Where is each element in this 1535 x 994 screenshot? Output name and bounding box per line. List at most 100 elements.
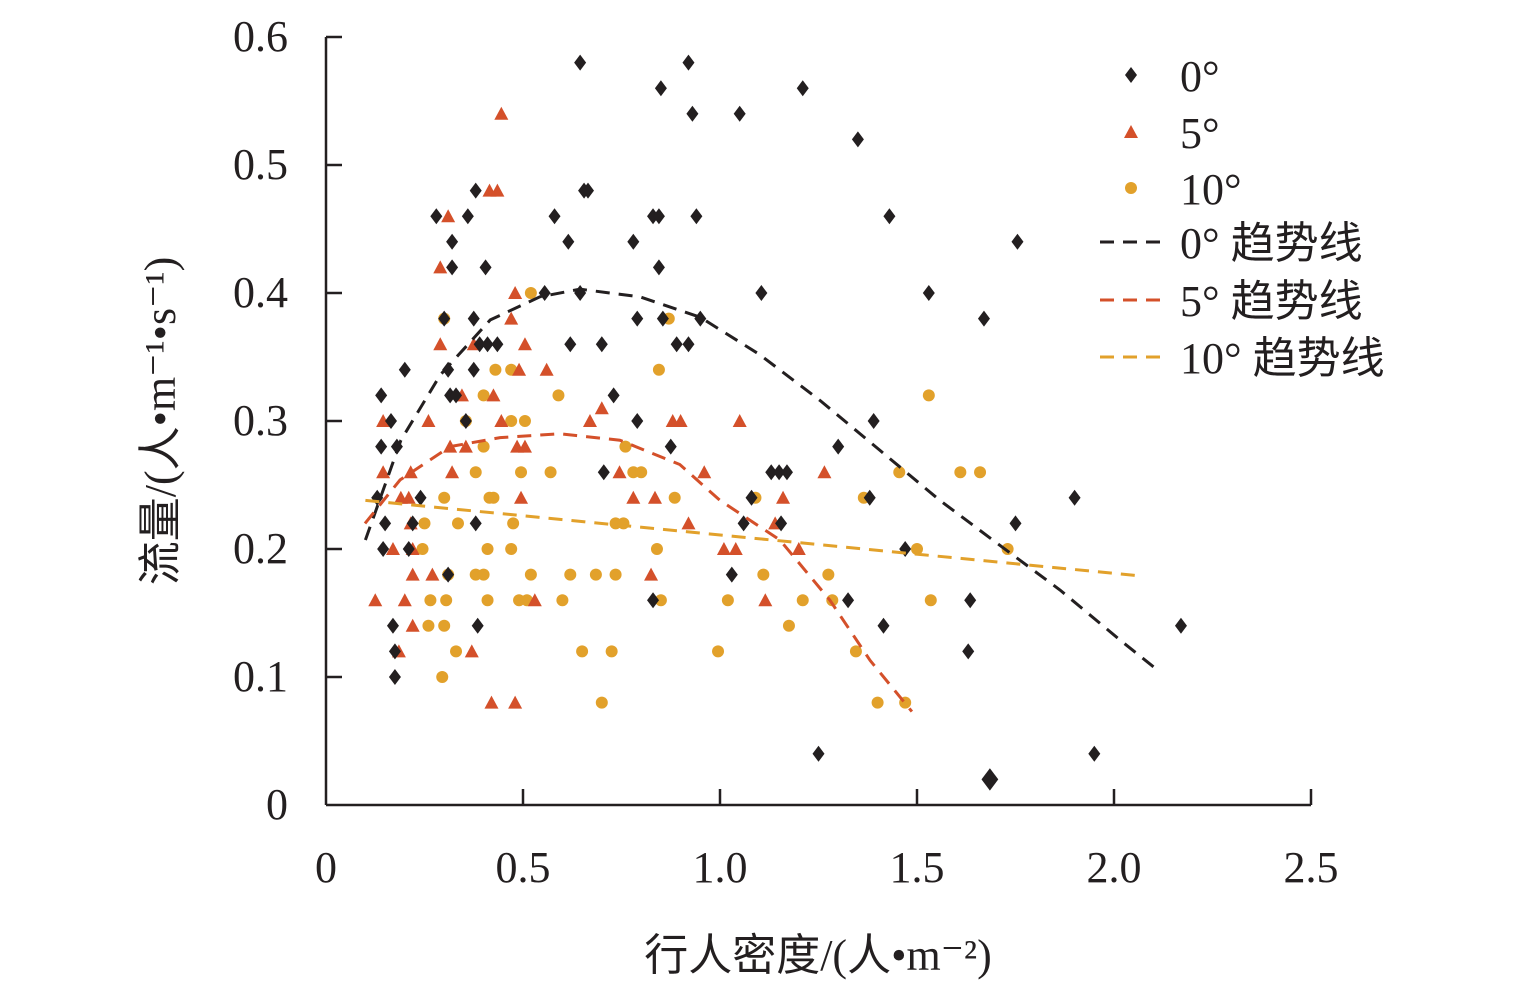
data-point-triangle	[445, 465, 460, 479]
data-point-diamond	[796, 80, 809, 97]
data-point-diamond	[832, 438, 845, 455]
data-point-circle	[652, 363, 665, 376]
data-point-diamond	[398, 361, 411, 378]
data-point-circle	[556, 594, 569, 607]
data-point-diamond	[442, 566, 455, 583]
data-point-triangle	[433, 260, 448, 274]
data-point-diamond	[812, 745, 825, 762]
data-point-triangle	[776, 490, 791, 504]
data-point-triangle	[368, 593, 383, 607]
x-tick-label: 2.5	[1284, 843, 1339, 892]
data-point-diamond	[780, 464, 793, 481]
data-point-diamond	[682, 54, 695, 71]
trendline-2	[365, 498, 1141, 578]
data-point-triangle	[376, 414, 391, 427]
data-point-diamond	[962, 643, 975, 660]
data-point-circle	[721, 594, 734, 607]
data-point-diamond	[1068, 489, 1081, 506]
data-point-circle	[564, 568, 577, 581]
data-point-triangle	[716, 542, 731, 555]
y-tick-label: 0.3	[233, 396, 288, 445]
data-point-circle	[974, 466, 987, 479]
data-point-circle	[505, 415, 518, 427]
data-point-circle	[477, 389, 490, 402]
data-point-triangle	[441, 209, 456, 223]
data-point-diamond	[725, 566, 738, 583]
legend-label: 0°	[1180, 52, 1220, 101]
data-point-diamond	[773, 464, 786, 481]
data-point-diamond	[670, 336, 683, 353]
data-point-circle	[487, 491, 500, 504]
data-point-triangle	[425, 567, 440, 581]
data-point-diamond	[377, 541, 390, 557]
data-point-diamond	[652, 259, 665, 276]
data-point-diamond	[438, 310, 451, 327]
data-point-circle	[481, 594, 494, 607]
data-point-circle	[477, 568, 490, 581]
data-point-triangle	[490, 183, 505, 197]
data-point-diamond	[471, 617, 484, 634]
data-point-circle	[757, 568, 770, 581]
x-tick-label: 0	[315, 843, 337, 892]
data-point-triangle	[681, 516, 696, 530]
y-tick-label: 0.6	[233, 12, 288, 61]
data-point-triangle	[484, 695, 499, 709]
data-point-triangle	[697, 465, 712, 479]
data-point-diamond	[867, 413, 880, 429]
data-point-circle	[518, 415, 531, 427]
data-point-diamond	[1011, 233, 1024, 250]
data-point-triangle	[385, 542, 400, 555]
data-point-circle	[477, 440, 490, 453]
data-point-diamond	[656, 310, 669, 327]
data-point-triangle	[494, 106, 509, 120]
x-tick-label: 2.0	[1087, 843, 1142, 892]
data-point-circle	[589, 568, 602, 581]
data-point-circle	[619, 440, 632, 453]
data-point-diamond	[473, 336, 486, 353]
data-point-diamond	[664, 438, 677, 455]
data-point-triangle	[817, 465, 832, 479]
data-point-diamond	[877, 617, 890, 634]
data-point-circle	[617, 517, 630, 530]
legend-label: 10° 趋势线	[1180, 334, 1385, 383]
data-point-circle	[505, 543, 518, 555]
data-point-triangle	[728, 542, 743, 555]
legend: 0° 5° 10° 0° 趋势线 5° 趋势线 10° 趋势线	[1100, 52, 1385, 383]
data-point-diamond	[652, 208, 665, 225]
data-point-circle	[954, 466, 967, 479]
data-point-diamond	[595, 336, 608, 353]
data-point-diamond	[1174, 617, 1187, 634]
data-point-diamond	[765, 464, 778, 481]
data-point-diamond	[631, 310, 644, 327]
data-point-circle	[552, 389, 565, 402]
data-point-triangle	[504, 311, 519, 325]
data-point-diamond	[686, 105, 699, 122]
data-point-circle	[849, 645, 862, 658]
legend-label: 5°	[1180, 109, 1220, 158]
data-point-circle	[481, 543, 494, 555]
data-point-circle	[668, 491, 681, 504]
data-point-triangle	[626, 490, 641, 504]
y-tick-label: 0.5	[233, 140, 288, 189]
data-point-circle	[576, 645, 589, 658]
data-point-diamond	[386, 617, 399, 634]
data-point-diamond	[631, 413, 644, 429]
data-point-diamond	[1088, 745, 1101, 762]
data-point-triangle	[494, 414, 509, 427]
data-point-circle	[416, 543, 429, 555]
data-point-triangle	[401, 490, 416, 504]
legend-label: 0° 趋势线	[1180, 219, 1363, 268]
data-point-triangle	[732, 414, 747, 427]
data-point-diamond	[442, 361, 455, 378]
data-point-triangle	[527, 593, 542, 607]
data-point-circle	[544, 466, 557, 479]
data-point-triangle	[582, 414, 597, 427]
data-point-diamond	[388, 669, 401, 685]
data-point-triangle	[514, 490, 529, 504]
data-point-triangle	[539, 362, 554, 376]
data-point-diamond	[450, 387, 463, 404]
data-point-circle	[782, 619, 795, 632]
data-point-circle	[712, 645, 725, 658]
data-point-diamond	[863, 489, 876, 506]
